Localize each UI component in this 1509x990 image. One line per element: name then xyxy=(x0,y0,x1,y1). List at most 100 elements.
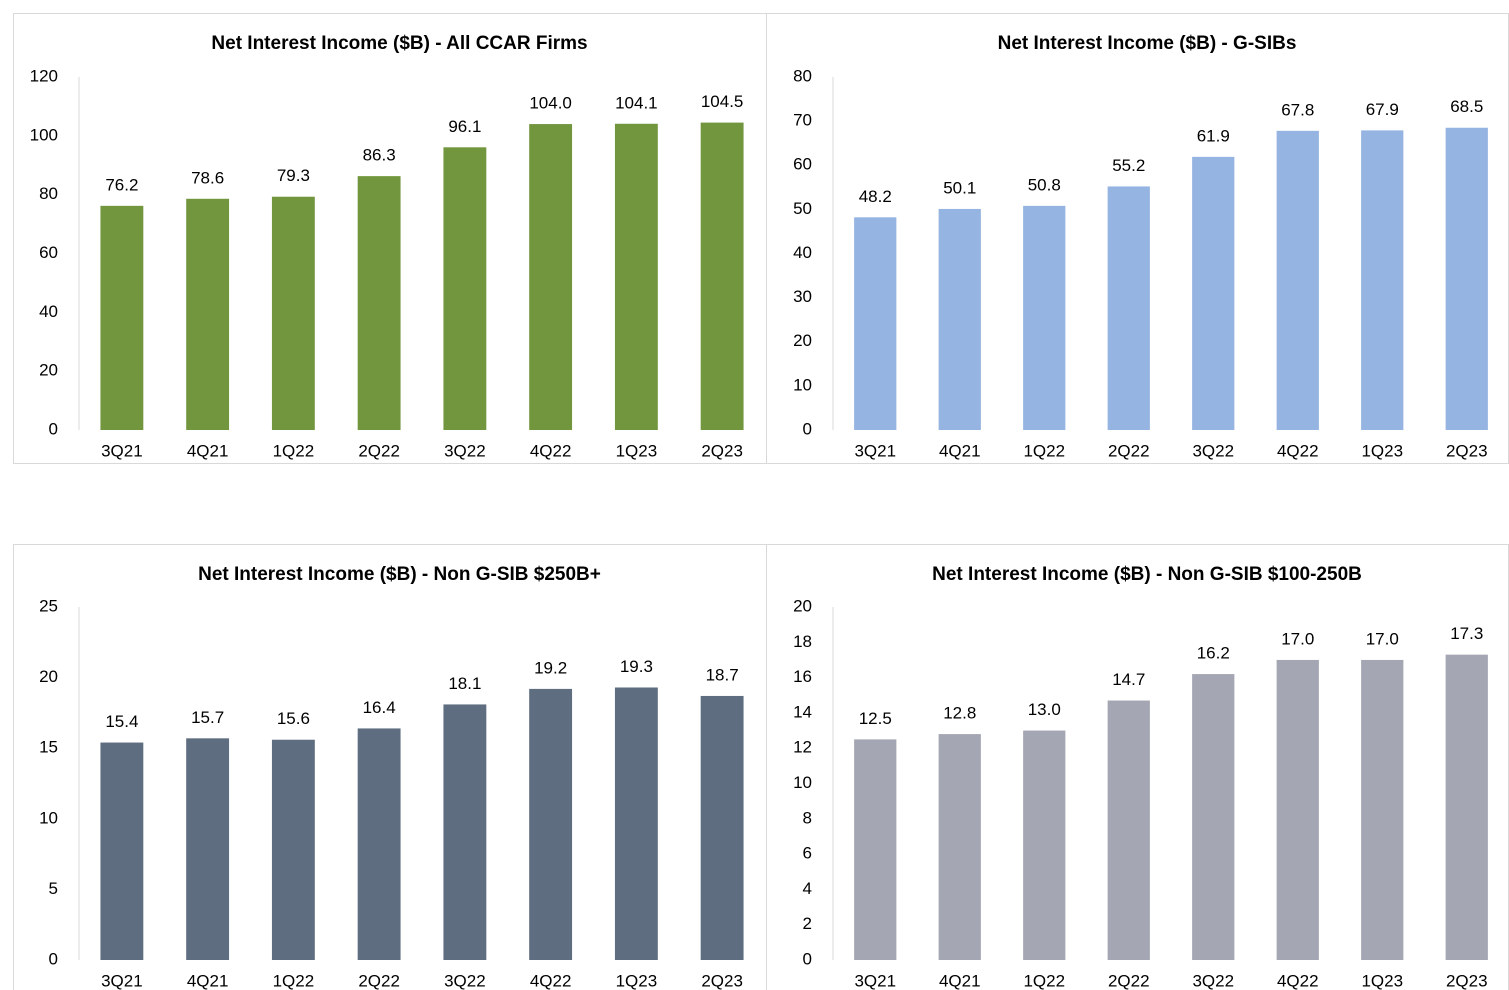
data-label: 15.4 xyxy=(105,712,138,731)
data-label: 96.1 xyxy=(448,117,481,136)
x-tick-label: 1Q23 xyxy=(616,971,658,990)
x-tick-label: 1Q22 xyxy=(1023,441,1065,460)
y-tick-label: 8 xyxy=(803,808,812,827)
bar xyxy=(1192,674,1235,960)
x-tick-label: 1Q22 xyxy=(273,971,315,990)
x-tick-label: 3Q22 xyxy=(1192,971,1234,990)
data-label: 17.0 xyxy=(1366,629,1399,648)
x-tick-label: 3Q22 xyxy=(1192,441,1234,460)
chart-title: Net Interest Income ($B) - All CCAR Firm… xyxy=(211,33,587,54)
y-tick-label: 40 xyxy=(793,243,812,262)
data-label: 61.9 xyxy=(1197,126,1230,145)
y-tick-label: 80 xyxy=(793,66,812,85)
bar xyxy=(1361,659,1404,960)
data-label: 68.5 xyxy=(1450,97,1483,116)
y-tick-label: 0 xyxy=(803,419,812,438)
bar xyxy=(100,205,144,430)
bar xyxy=(854,217,897,430)
y-tick-label: 20 xyxy=(793,331,812,350)
x-tick-label: 2Q23 xyxy=(701,971,743,990)
data-label: 15.7 xyxy=(191,708,224,727)
y-tick-label: 12 xyxy=(793,738,812,757)
bar xyxy=(271,196,315,430)
bar xyxy=(1107,700,1150,960)
y-tick-label: 30 xyxy=(793,287,812,306)
y-tick-label: 60 xyxy=(39,243,58,262)
x-tick-label: 3Q22 xyxy=(444,971,486,990)
bar xyxy=(614,687,658,960)
data-label: 15.6 xyxy=(277,709,310,728)
x-tick-label: 2Q23 xyxy=(1446,971,1488,990)
x-tick-label: 2Q22 xyxy=(358,441,400,460)
data-label: 55.2 xyxy=(1112,156,1145,175)
data-label: 18.7 xyxy=(706,665,739,684)
data-label: 12.8 xyxy=(943,704,976,723)
bar xyxy=(1445,127,1488,431)
y-tick-label: 10 xyxy=(39,808,58,827)
bar xyxy=(1023,730,1066,960)
data-label: 16.2 xyxy=(1197,644,1230,663)
x-tick-label: 2Q23 xyxy=(1446,441,1488,460)
data-label: 18.1 xyxy=(448,674,481,693)
y-tick-label: 60 xyxy=(793,155,812,174)
data-label: 17.3 xyxy=(1450,624,1483,643)
y-tick-label: 5 xyxy=(49,879,58,898)
chart-title: Net Interest Income ($B) - Non G-SIB $10… xyxy=(932,564,1362,585)
y-tick-label: 100 xyxy=(30,125,58,144)
bar xyxy=(1361,130,1404,431)
bar xyxy=(1023,205,1066,430)
y-tick-label: 16 xyxy=(793,667,812,686)
bar xyxy=(186,738,230,960)
bar xyxy=(357,728,401,960)
y-tick-label: 6 xyxy=(803,844,812,863)
x-tick-label: 2Q23 xyxy=(701,441,743,460)
data-label: 79.3 xyxy=(277,166,310,185)
data-label: 86.3 xyxy=(363,146,396,165)
chart-title: Net Interest Income ($B) - G-SIBs xyxy=(998,33,1297,54)
x-tick-label: 3Q22 xyxy=(444,441,486,460)
bar xyxy=(271,739,315,960)
y-tick-label: 40 xyxy=(39,302,58,321)
bar xyxy=(1107,186,1150,430)
data-label: 67.8 xyxy=(1281,100,1314,119)
x-tick-label: 4Q22 xyxy=(1277,971,1319,990)
y-tick-label: 20 xyxy=(39,361,58,380)
x-tick-label: 2Q22 xyxy=(1108,971,1150,990)
data-label: 67.9 xyxy=(1366,100,1399,119)
bar xyxy=(100,742,144,960)
x-tick-label: 2Q22 xyxy=(1108,441,1150,460)
bar xyxy=(529,688,573,960)
x-tick-label: 3Q21 xyxy=(854,971,896,990)
data-label: 104.1 xyxy=(615,93,658,112)
y-tick-label: 10 xyxy=(793,773,812,792)
data-label: 19.3 xyxy=(620,657,653,676)
bar xyxy=(700,695,744,960)
y-tick-label: 70 xyxy=(793,111,812,130)
y-tick-label: 80 xyxy=(39,184,58,203)
bar xyxy=(700,122,744,431)
y-tick-label: 0 xyxy=(803,949,812,968)
bar xyxy=(1192,156,1235,430)
y-tick-label: 120 xyxy=(30,66,58,85)
bar xyxy=(186,198,230,430)
x-tick-label: 3Q21 xyxy=(101,971,143,990)
y-tick-label: 20 xyxy=(793,596,812,615)
y-tick-label: 4 xyxy=(803,879,812,898)
data-label: 48.2 xyxy=(859,187,892,206)
x-tick-label: 4Q21 xyxy=(939,971,981,990)
bar xyxy=(443,704,487,960)
data-label: 14.7 xyxy=(1112,670,1145,689)
data-label: 50.1 xyxy=(943,178,976,197)
y-tick-label: 2 xyxy=(803,914,812,933)
bar xyxy=(938,734,981,960)
y-tick-label: 20 xyxy=(39,667,58,686)
x-tick-label: 1Q23 xyxy=(616,441,658,460)
x-tick-label: 3Q21 xyxy=(101,441,143,460)
x-tick-label: 4Q22 xyxy=(530,971,572,990)
x-tick-label: 4Q21 xyxy=(939,441,981,460)
x-tick-label: 4Q21 xyxy=(187,441,229,460)
data-label: 78.6 xyxy=(191,168,224,187)
y-tick-label: 15 xyxy=(39,738,58,757)
data-label: 17.0 xyxy=(1281,629,1314,648)
